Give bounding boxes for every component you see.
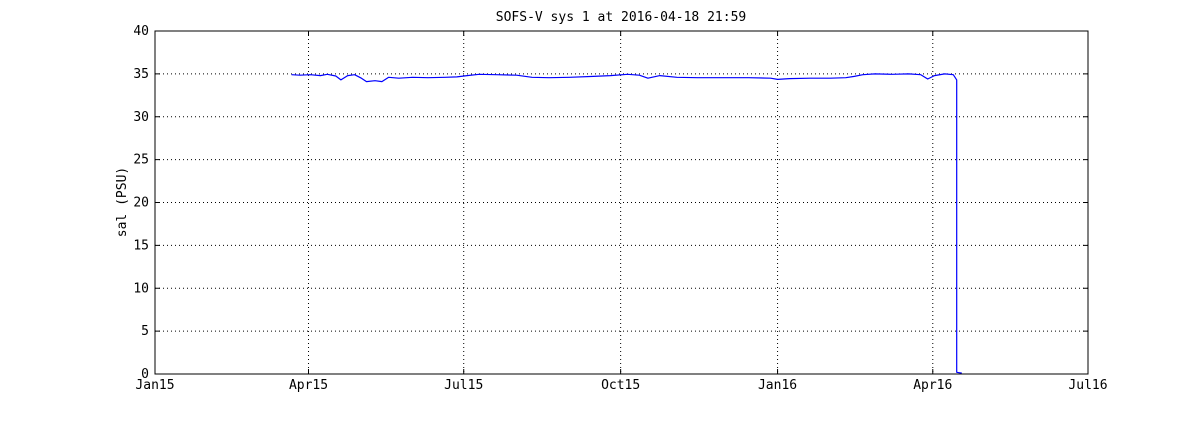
salinity-series-line bbox=[291, 73, 962, 374]
chart-title: SOFS-V sys 1 at 2016-04-18 21:59 bbox=[496, 10, 746, 25]
x-tick-label: Apr15 bbox=[289, 378, 328, 393]
ticks: 0 5 10 15 20 25 30 35 40 Jan15 Apr15 Jul15 Oct15 Jan1… bbox=[133, 24, 1107, 393]
y-tick-label: 15 bbox=[133, 238, 149, 253]
x-tick-label: Jul16 bbox=[1068, 378, 1107, 393]
x-tick-label: Oct15 bbox=[601, 378, 640, 393]
y-tick-label: 5 bbox=[141, 324, 149, 339]
y-axis-label: sal (PSU) bbox=[115, 167, 130, 237]
y-tick-label: 10 bbox=[133, 281, 149, 296]
y-tick-label: 40 bbox=[133, 24, 149, 39]
y-tick-label: 0 bbox=[141, 367, 149, 382]
series-layer bbox=[291, 73, 962, 374]
x-tick-label: Jul15 bbox=[444, 378, 483, 393]
y-tick-label: 20 bbox=[133, 196, 149, 211]
y-tick-label: 25 bbox=[133, 153, 149, 168]
x-tick-label: Jan16 bbox=[758, 378, 797, 393]
x-tick-label: Jan15 bbox=[135, 378, 174, 393]
x-tick-label: Apr16 bbox=[913, 378, 952, 393]
plot-area bbox=[155, 31, 1088, 374]
y-tick-label: 30 bbox=[133, 110, 149, 125]
y-tick-label: 35 bbox=[133, 67, 149, 82]
